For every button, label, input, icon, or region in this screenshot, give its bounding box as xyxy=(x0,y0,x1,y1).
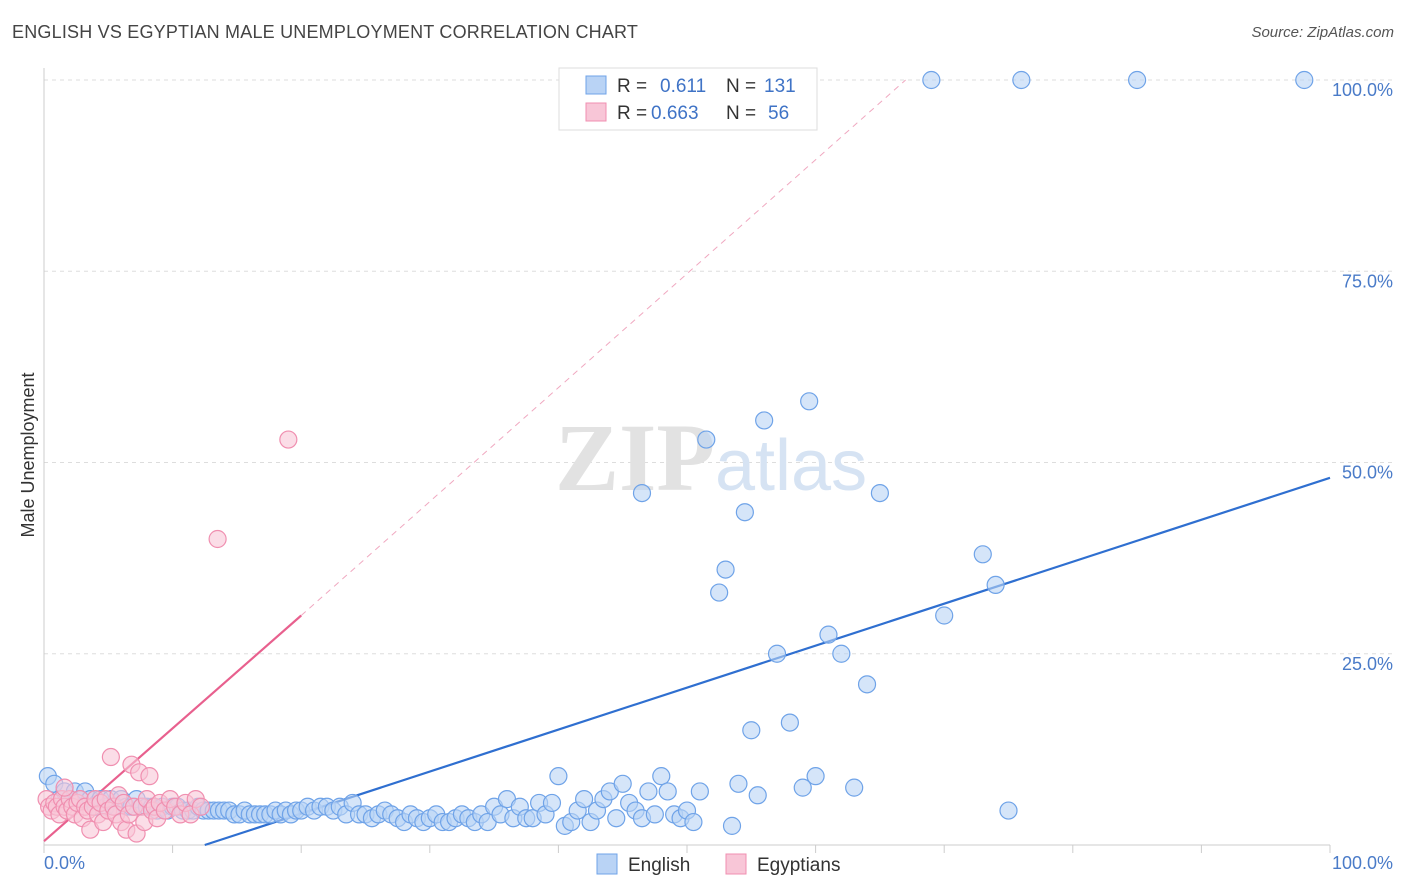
y-axis-label: Male Unemployment xyxy=(18,372,38,537)
point-english xyxy=(632,484,652,503)
point-english xyxy=(793,778,812,797)
series-legend: English Egyptians xyxy=(596,853,840,876)
point-english xyxy=(973,545,992,564)
point-english xyxy=(729,774,748,793)
y-tick-label: 100.0% xyxy=(1332,80,1393,100)
point-english xyxy=(999,801,1018,820)
legend-r-value-egyptians: 0.663 xyxy=(651,103,699,124)
point-egyptians xyxy=(279,430,298,449)
bottom-legend-label-english[interactable]: English xyxy=(628,855,690,876)
point-english xyxy=(697,430,716,449)
point-egyptians xyxy=(101,747,120,767)
x-tick-marks xyxy=(43,845,1331,853)
point-egyptians xyxy=(55,778,74,797)
point-english xyxy=(845,778,864,797)
legend-r-label-english: R = xyxy=(617,76,647,97)
point-english xyxy=(690,782,709,801)
point-english xyxy=(639,782,658,801)
trend-extension-egyptians xyxy=(300,79,906,616)
y-tick-label: 75.0% xyxy=(1342,271,1393,291)
chart-source: Source: ZipAtlas.com xyxy=(1251,24,1394,41)
correlation-legend: R = 0.611 N = 131 R = 0.663 N = 56 xyxy=(558,67,818,131)
data-points xyxy=(37,70,1314,843)
point-english xyxy=(832,644,851,663)
point-english xyxy=(1127,70,1147,90)
point-english xyxy=(645,805,664,824)
point-english xyxy=(549,767,568,786)
point-english xyxy=(922,70,941,90)
point-english xyxy=(710,583,729,602)
point-english xyxy=(742,721,761,740)
bottom-legend-swatch-egyptians[interactable] xyxy=(725,853,747,875)
point-english xyxy=(684,812,703,832)
legend-r-value-english: 0.611 xyxy=(660,76,706,97)
watermark: ZIP atlas xyxy=(555,404,867,511)
y-tick-label: 50.0% xyxy=(1342,463,1393,483)
legend-n-label-english: N = xyxy=(726,76,756,97)
legend-swatch-egyptians xyxy=(585,102,607,122)
point-english xyxy=(1012,70,1031,90)
point-english xyxy=(658,782,677,801)
point-english xyxy=(722,816,742,835)
point-english xyxy=(542,793,562,813)
x-tick-label-min: 0.0% xyxy=(44,853,85,873)
point-english xyxy=(767,644,787,663)
point-egyptians xyxy=(208,529,227,549)
point-english xyxy=(716,560,735,579)
point-english xyxy=(819,625,838,644)
bottom-legend-swatch-english[interactable] xyxy=(596,853,618,875)
point-english xyxy=(806,767,825,786)
legend-swatch-english xyxy=(585,75,607,95)
y-tick-label: 25.0% xyxy=(1342,654,1393,674)
legend-n-label-egyptians: N = xyxy=(726,103,756,124)
y-tick-labels: 25.0% 50.0% 75.0% 100.0% xyxy=(1332,80,1393,674)
bottom-legend-label-egyptians[interactable]: Egyptians xyxy=(757,855,840,876)
point-english xyxy=(935,606,954,625)
point-english xyxy=(755,411,774,430)
point-english xyxy=(613,774,632,793)
point-english xyxy=(870,484,890,503)
point-english xyxy=(607,809,626,828)
point-english xyxy=(575,789,594,809)
point-egyptians xyxy=(191,797,210,816)
legend-n-value-egyptians: 56 xyxy=(768,103,789,124)
point-english xyxy=(735,503,754,522)
point-english xyxy=(857,675,877,694)
x-tick-label-max: 100.0% xyxy=(1332,853,1393,873)
point-english xyxy=(800,392,819,411)
watermark-atlas: atlas xyxy=(715,426,867,506)
point-english xyxy=(1295,70,1314,90)
point-egyptians xyxy=(140,767,159,786)
point-english xyxy=(780,713,799,732)
trend-line-english xyxy=(204,476,1331,847)
point-english xyxy=(652,767,671,786)
grid-lines xyxy=(44,79,1392,655)
chart-title: ENGLISH VS EGYPTIAN MALE UNEMPLOYMENT CO… xyxy=(12,22,639,42)
legend-r-label-egyptians: R = xyxy=(617,103,647,124)
point-english xyxy=(748,786,767,805)
point-english xyxy=(986,575,1005,595)
legend-n-value-english: 131 xyxy=(764,76,796,97)
